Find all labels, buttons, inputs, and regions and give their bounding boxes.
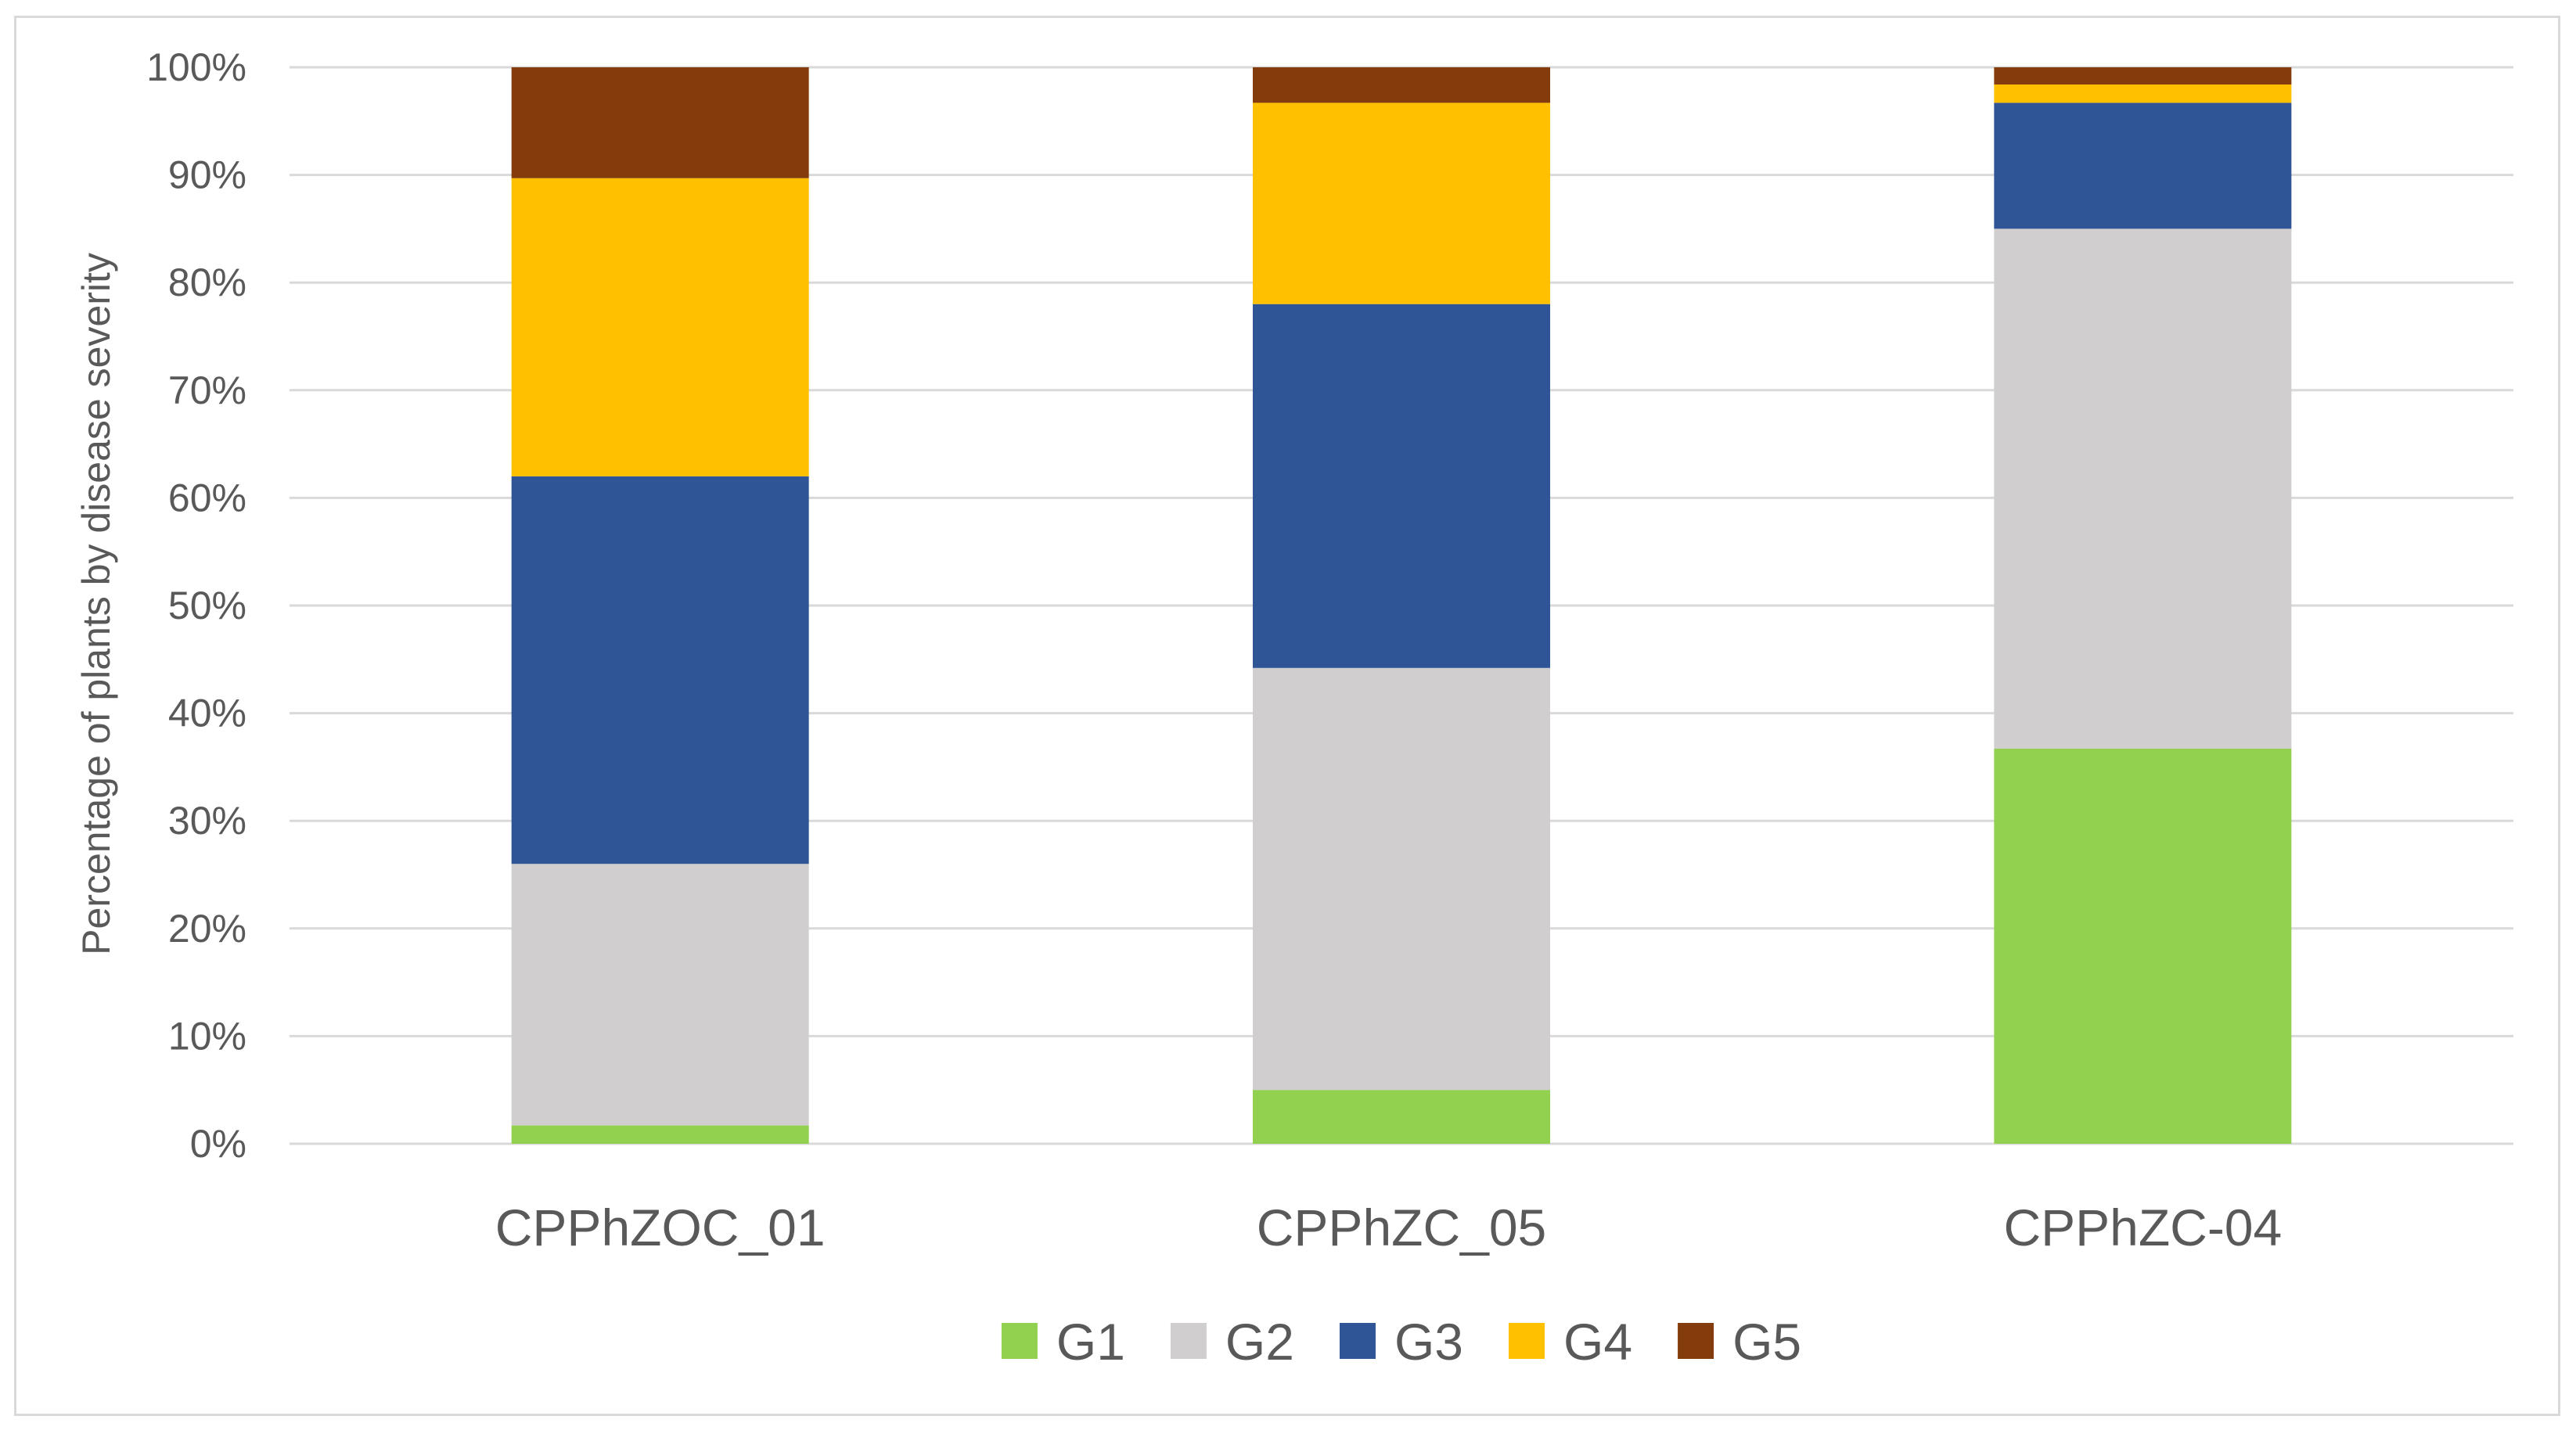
y-tick-label: 0% (190, 1122, 246, 1166)
legend-item-g1: G1 (1001, 1313, 1125, 1371)
legend-item-g2: G2 (1170, 1313, 1294, 1371)
y-tick-label: 30% (168, 799, 246, 843)
legend-item-g4: G4 (1509, 1313, 1632, 1371)
bar-g5-2 (1253, 67, 1550, 103)
y-tick-label: 50% (168, 584, 246, 627)
bar-g2-1 (511, 864, 809, 1126)
legend-swatch (1339, 1323, 1376, 1359)
y-tick-label: 20% (168, 907, 246, 951)
bar-g2-2 (1253, 667, 1550, 1091)
bar-g3-2 (1253, 304, 1550, 668)
bar-g1-1 (511, 1125, 809, 1144)
legend-item-g5: G5 (1678, 1313, 1801, 1371)
legend-label: G2 (1225, 1313, 1294, 1371)
bar-g4-1 (511, 178, 809, 476)
y-tick-label: 70% (168, 368, 246, 412)
y-axis-label: Percentage of plants by disease severity (74, 253, 118, 955)
y-tick-label: 60% (168, 476, 246, 519)
bar-g5-3 (1994, 67, 2292, 85)
bar-g2-3 (1994, 228, 2292, 749)
y-tick-label: 100% (146, 45, 246, 89)
y-tick-label: 10% (168, 1014, 246, 1058)
bar-g5-1 (511, 67, 809, 178)
x-category-label: CPPhZC-04 (2003, 1199, 2282, 1256)
bar-g4-2 (1253, 102, 1550, 304)
bars (511, 67, 2292, 1144)
bar-g1-2 (1253, 1090, 1550, 1144)
legend-label: G3 (1394, 1313, 1463, 1371)
bar-g1-3 (1994, 749, 2292, 1144)
legend-label: G1 (1056, 1313, 1125, 1371)
legend-swatch (1678, 1323, 1714, 1359)
x-category-label: CPPhZOC_01 (495, 1199, 826, 1256)
y-tick-label: 90% (168, 153, 246, 197)
bar-g3-1 (511, 476, 809, 864)
x-category-label: CPPhZC_05 (1257, 1199, 1547, 1256)
legend-swatch (1509, 1323, 1545, 1359)
legend-label: G5 (1732, 1313, 1801, 1371)
legend-item-g3: G3 (1339, 1313, 1463, 1371)
y-axis-ticks: 0% 10% 20% 30% 40% 50% 60% 70% 80% 90% 100% (146, 45, 246, 1166)
legend-swatch (1001, 1323, 1038, 1359)
bar-g3-3 (1994, 102, 2292, 229)
bar-g4-3 (1994, 84, 2292, 103)
legend-label: G4 (1563, 1313, 1632, 1371)
legend: G1 G2 G3 G4 G5 (1001, 1313, 1801, 1371)
y-tick-label: 80% (168, 261, 246, 304)
x-axis-categories: CPPhZOC_01 CPPhZC_05 CPPhZC-04 (495, 1199, 2282, 1256)
legend-swatch (1170, 1323, 1207, 1359)
y-tick-label: 40% (168, 692, 246, 735)
